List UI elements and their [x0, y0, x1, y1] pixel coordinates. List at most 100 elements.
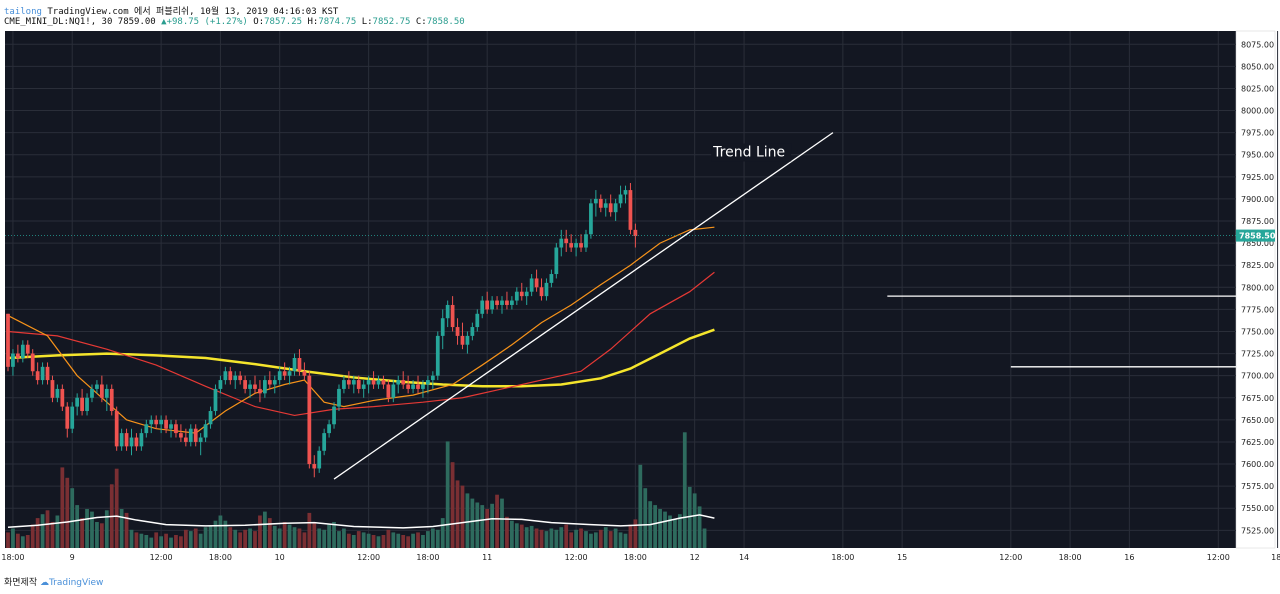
price-axis [1235, 30, 1276, 549]
volume-bar [371, 535, 376, 548]
candle [505, 291, 509, 310]
candle [70, 402, 75, 434]
candle [346, 371, 351, 389]
candle-body [75, 397, 80, 407]
x-tick-label: 11 [482, 553, 492, 562]
candle-body [322, 433, 327, 451]
candle-body [253, 384, 257, 389]
candle [618, 185, 623, 208]
candle [174, 419, 178, 438]
volume-bar [228, 527, 233, 548]
candle [574, 238, 578, 257]
candle-body [376, 380, 381, 385]
volume-bar [99, 523, 104, 548]
volume-bar [65, 477, 70, 548]
candle [450, 296, 455, 332]
candle [337, 384, 341, 412]
candle [203, 419, 208, 442]
candle-body [401, 380, 406, 385]
y-tick-label: 7925.00 [1241, 173, 1274, 182]
candle [20, 340, 25, 363]
volume-bar [233, 529, 238, 548]
volume-bar [208, 525, 213, 548]
candle [430, 371, 435, 389]
candle-body [20, 344, 25, 358]
candle [75, 393, 80, 416]
candle-body [337, 388, 341, 407]
y-tick-label: 7900.00 [1241, 195, 1274, 204]
volume-bar [85, 509, 89, 548]
candle-body [490, 300, 494, 310]
candle [169, 419, 173, 438]
candle-body [510, 300, 514, 305]
candle-body [154, 419, 159, 425]
x-tick-label: 16 [1124, 553, 1134, 562]
candle-body [99, 384, 104, 398]
volume-bar [574, 529, 578, 548]
candle [470, 322, 475, 341]
candle [218, 375, 223, 394]
volume-bar [174, 535, 178, 548]
y-tick-label: 7525.00 [1241, 526, 1274, 535]
candle [584, 229, 588, 252]
candle [272, 375, 277, 394]
volume-bar [317, 528, 322, 548]
author-link[interactable]: tailong [4, 7, 42, 17]
candle [500, 296, 504, 314]
candle-body [134, 437, 139, 447]
candle [475, 309, 480, 332]
candle [208, 406, 213, 429]
volume-bar [445, 441, 450, 548]
volume-bar [332, 522, 336, 548]
brand-name[interactable]: TradingView [49, 578, 104, 588]
candle-body [450, 304, 455, 328]
candle [154, 415, 159, 429]
candle [253, 375, 257, 394]
volume-bar [529, 525, 534, 548]
volume-bar [213, 520, 218, 548]
x-tick-label: 18:00 [1059, 553, 1082, 562]
candle [258, 380, 262, 403]
volume-bar [386, 529, 391, 548]
publish-info: tailong TradingView.com 에서 퍼블리쉬, 10월 13,… [4, 4, 338, 17]
candle [233, 371, 238, 389]
candle [277, 366, 282, 385]
candle-body [356, 380, 361, 389]
candle-body [366, 380, 371, 385]
volume-bar [643, 488, 648, 548]
candle-body [475, 313, 480, 328]
volume-bar [514, 523, 519, 548]
volume-bar [277, 528, 282, 548]
volume-bar [554, 529, 559, 548]
candle-body [25, 344, 30, 354]
volume-bar [440, 518, 445, 548]
candle-body [174, 424, 178, 434]
candle-body [307, 375, 312, 465]
candle [312, 455, 317, 478]
candle-body [342, 380, 346, 389]
candle [129, 428, 134, 456]
candle [411, 380, 415, 394]
candle-body [411, 384, 415, 389]
volume-bar [426, 531, 430, 548]
candle-body [55, 388, 60, 398]
candle-body [302, 371, 307, 376]
candle [589, 198, 593, 239]
candle [495, 296, 499, 310]
volume-bar [381, 535, 386, 548]
volume-bar [692, 493, 697, 548]
candle-body [608, 203, 613, 213]
candle [351, 375, 356, 394]
candle [302, 362, 307, 381]
candle [623, 185, 628, 204]
candle-body [124, 433, 129, 447]
volume-bar [6, 532, 10, 548]
volume-bar [95, 522, 99, 548]
candle [60, 384, 65, 412]
low-value: 7852.75 [372, 17, 411, 27]
open-label: O: [253, 17, 265, 27]
candle [549, 269, 554, 288]
volume-bar [183, 529, 188, 548]
candle-body [45, 366, 50, 381]
price-chart[interactable]: 8075.00 8050.00 8025.00 8000.00 7975.00 7950.… [0, 28, 1280, 569]
